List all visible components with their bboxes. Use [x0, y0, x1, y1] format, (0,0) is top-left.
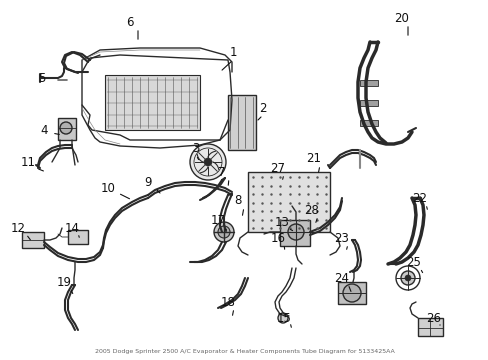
Circle shape — [218, 226, 229, 238]
Circle shape — [287, 224, 304, 240]
Text: 25: 25 — [406, 256, 421, 269]
Bar — [58, 118, 76, 140]
Text: 2005 Dodge Sprinter 2500 A/C Evaporator & Heater Components Tube Diagram for 513: 2005 Dodge Sprinter 2500 A/C Evaporator … — [95, 350, 393, 355]
Bar — [227, 95, 256, 150]
Text: 1: 1 — [229, 45, 236, 59]
Circle shape — [203, 158, 212, 166]
Circle shape — [404, 275, 410, 281]
Text: 21: 21 — [306, 152, 321, 165]
Text: 2: 2 — [259, 102, 266, 114]
Text: 20: 20 — [394, 12, 408, 24]
Circle shape — [60, 122, 72, 134]
Text: 14: 14 — [64, 221, 80, 234]
Text: 11: 11 — [20, 156, 36, 168]
Text: 18: 18 — [220, 296, 235, 309]
Text: 10: 10 — [101, 181, 115, 194]
Bar — [247, 172, 329, 232]
Circle shape — [400, 271, 414, 285]
Circle shape — [278, 313, 287, 323]
Text: 13: 13 — [274, 216, 289, 229]
Text: 27: 27 — [270, 162, 285, 175]
Bar — [68, 230, 88, 244]
Bar — [359, 80, 377, 86]
Text: 12: 12 — [10, 221, 25, 234]
Text: 8: 8 — [234, 194, 241, 207]
Text: 24: 24 — [334, 271, 349, 284]
Bar — [359, 100, 377, 106]
Text: 28: 28 — [304, 203, 319, 216]
Text: 23: 23 — [334, 231, 349, 244]
Text: 7: 7 — [218, 166, 225, 179]
Bar — [280, 220, 309, 246]
Text: 3: 3 — [192, 141, 199, 154]
Text: 15: 15 — [276, 311, 291, 324]
Text: 4: 4 — [40, 123, 48, 136]
Text: 22: 22 — [412, 192, 427, 204]
Text: 6: 6 — [126, 15, 134, 28]
Bar — [105, 75, 200, 130]
Circle shape — [190, 144, 225, 180]
Text: 19: 19 — [57, 275, 71, 288]
Bar — [337, 282, 365, 304]
Text: 17: 17 — [210, 213, 225, 226]
Bar — [22, 232, 44, 248]
Text: 16: 16 — [270, 231, 285, 244]
Text: 5: 5 — [38, 72, 45, 85]
Bar — [359, 120, 377, 126]
Text: 26: 26 — [426, 311, 441, 324]
Circle shape — [342, 284, 360, 302]
Text: 9: 9 — [144, 176, 151, 189]
Circle shape — [214, 222, 234, 242]
Bar — [417, 318, 442, 336]
